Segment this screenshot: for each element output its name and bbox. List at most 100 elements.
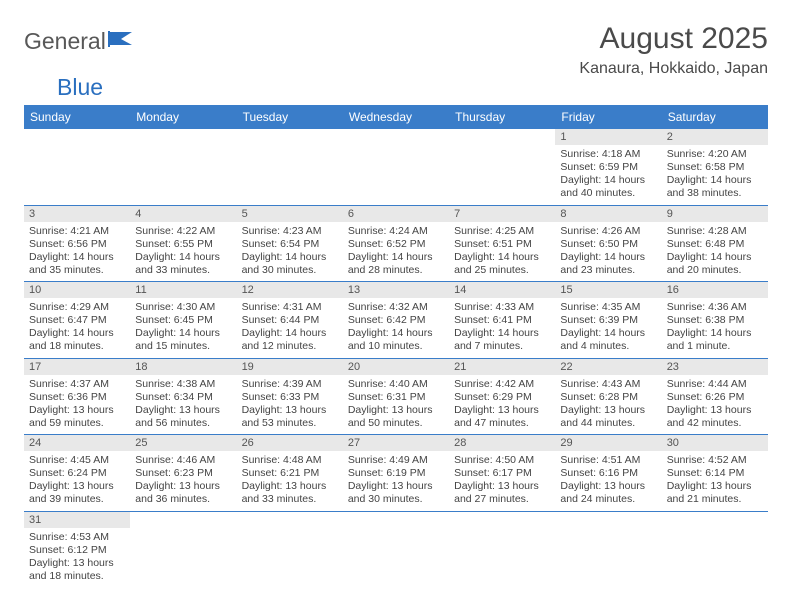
- day-header: Thursday: [449, 105, 555, 129]
- day-cell: [237, 145, 343, 205]
- sunrise-text: Sunrise: 4:22 AM: [135, 225, 231, 238]
- day-number: 19: [237, 359, 343, 375]
- sunrise-text: Sunrise: 4:46 AM: [135, 454, 231, 467]
- day-cell: Sunrise: 4:45 AMSunset: 6:24 PMDaylight:…: [24, 451, 130, 511]
- day-number: [343, 129, 449, 145]
- daylight-text: Daylight: 14 hours and 20 minutes.: [667, 251, 763, 277]
- day-cell: Sunrise: 4:36 AMSunset: 6:38 PMDaylight:…: [662, 298, 768, 358]
- day-number: 23: [662, 359, 768, 375]
- day-cell: [343, 528, 449, 588]
- daylight-text: Daylight: 13 hours and 21 minutes.: [667, 480, 763, 506]
- sunrise-text: Sunrise: 4:43 AM: [560, 378, 656, 391]
- day-cell: Sunrise: 4:44 AMSunset: 6:26 PMDaylight:…: [662, 375, 768, 435]
- day-cell: Sunrise: 4:42 AMSunset: 6:29 PMDaylight:…: [449, 375, 555, 435]
- logo: General: [24, 28, 134, 55]
- day-cell: Sunrise: 4:35 AMSunset: 6:39 PMDaylight:…: [555, 298, 661, 358]
- day-number: [555, 512, 661, 528]
- day-header: Saturday: [662, 105, 768, 129]
- day-number: 18: [130, 359, 236, 375]
- sunset-text: Sunset: 6:34 PM: [135, 391, 231, 404]
- sunset-text: Sunset: 6:17 PM: [454, 467, 550, 480]
- day-cell: Sunrise: 4:33 AMSunset: 6:41 PMDaylight:…: [449, 298, 555, 358]
- day-cell: [449, 528, 555, 588]
- daylight-text: Daylight: 13 hours and 42 minutes.: [667, 404, 763, 430]
- sunset-text: Sunset: 6:21 PM: [242, 467, 338, 480]
- sunset-text: Sunset: 6:36 PM: [29, 391, 125, 404]
- sunrise-text: Sunrise: 4:29 AM: [29, 301, 125, 314]
- sunrise-text: Sunrise: 4:18 AM: [560, 148, 656, 161]
- day-cell: Sunrise: 4:40 AMSunset: 6:31 PMDaylight:…: [343, 375, 449, 435]
- day-number: 17: [24, 359, 130, 375]
- daylight-text: Daylight: 14 hours and 4 minutes.: [560, 327, 656, 353]
- day-cell: Sunrise: 4:26 AMSunset: 6:50 PMDaylight:…: [555, 222, 661, 282]
- day-number: 7: [449, 206, 555, 222]
- day-number: [449, 512, 555, 528]
- sunrise-text: Sunrise: 4:35 AM: [560, 301, 656, 314]
- day-cell: Sunrise: 4:32 AMSunset: 6:42 PMDaylight:…: [343, 298, 449, 358]
- day-cell: [130, 145, 236, 205]
- sunset-text: Sunset: 6:54 PM: [242, 238, 338, 251]
- day-number: 28: [449, 435, 555, 451]
- week-row: Sunrise: 4:21 AMSunset: 6:56 PMDaylight:…: [24, 222, 768, 283]
- sunset-text: Sunset: 6:39 PM: [560, 314, 656, 327]
- day-number: 27: [343, 435, 449, 451]
- day-cell: Sunrise: 4:50 AMSunset: 6:17 PMDaylight:…: [449, 451, 555, 511]
- day-number: [237, 129, 343, 145]
- daylight-text: Daylight: 13 hours and 18 minutes.: [29, 557, 125, 583]
- day-number: [449, 129, 555, 145]
- day-cell: Sunrise: 4:53 AMSunset: 6:12 PMDaylight:…: [24, 528, 130, 588]
- header: General August 2025 Kanaura, Hokkaido, J…: [24, 22, 768, 78]
- title-block: August 2025 Kanaura, Hokkaido, Japan: [579, 22, 768, 78]
- sunrise-text: Sunrise: 4:48 AM: [242, 454, 338, 467]
- day-number: 10: [24, 282, 130, 298]
- sunset-text: Sunset: 6:29 PM: [454, 391, 550, 404]
- day-cell: Sunrise: 4:48 AMSunset: 6:21 PMDaylight:…: [237, 451, 343, 511]
- day-number: [130, 129, 236, 145]
- sunrise-text: Sunrise: 4:45 AM: [29, 454, 125, 467]
- sunrise-text: Sunrise: 4:36 AM: [667, 301, 763, 314]
- sunrise-text: Sunrise: 4:31 AM: [242, 301, 338, 314]
- sunrise-text: Sunrise: 4:52 AM: [667, 454, 763, 467]
- sunrise-text: Sunrise: 4:28 AM: [667, 225, 763, 238]
- day-cell: Sunrise: 4:18 AMSunset: 6:59 PMDaylight:…: [555, 145, 661, 205]
- day-header: Tuesday: [237, 105, 343, 129]
- day-cell: Sunrise: 4:51 AMSunset: 6:16 PMDaylight:…: [555, 451, 661, 511]
- day-number: 30: [662, 435, 768, 451]
- sunset-text: Sunset: 6:55 PM: [135, 238, 231, 251]
- daylight-text: Daylight: 14 hours and 33 minutes.: [135, 251, 231, 277]
- day-header: Monday: [130, 105, 236, 129]
- daylight-text: Daylight: 14 hours and 35 minutes.: [29, 251, 125, 277]
- daylight-text: Daylight: 14 hours and 18 minutes.: [29, 327, 125, 353]
- day-number: 11: [130, 282, 236, 298]
- sunset-text: Sunset: 6:12 PM: [29, 544, 125, 557]
- day-number-row: 17181920212223: [24, 359, 768, 375]
- sunrise-text: Sunrise: 4:49 AM: [348, 454, 444, 467]
- day-number-row: 3456789: [24, 206, 768, 222]
- day-header-row: SundayMondayTuesdayWednesdayThursdayFrid…: [24, 105, 768, 129]
- week-row: Sunrise: 4:53 AMSunset: 6:12 PMDaylight:…: [24, 528, 768, 588]
- day-cell: [130, 528, 236, 588]
- day-cell: Sunrise: 4:30 AMSunset: 6:45 PMDaylight:…: [130, 298, 236, 358]
- sunrise-text: Sunrise: 4:25 AM: [454, 225, 550, 238]
- daylight-text: Daylight: 13 hours and 47 minutes.: [454, 404, 550, 430]
- daylight-text: Daylight: 14 hours and 38 minutes.: [667, 174, 763, 200]
- daylight-text: Daylight: 14 hours and 30 minutes.: [242, 251, 338, 277]
- sunrise-text: Sunrise: 4:32 AM: [348, 301, 444, 314]
- day-cell: [555, 528, 661, 588]
- sunrise-text: Sunrise: 4:40 AM: [348, 378, 444, 391]
- sunrise-text: Sunrise: 4:39 AM: [242, 378, 338, 391]
- day-cell: [343, 145, 449, 205]
- daylight-text: Daylight: 13 hours and 39 minutes.: [29, 480, 125, 506]
- sunset-text: Sunset: 6:41 PM: [454, 314, 550, 327]
- logo-text-blue: Blue: [57, 74, 792, 101]
- sunset-text: Sunset: 6:42 PM: [348, 314, 444, 327]
- day-number: 3: [24, 206, 130, 222]
- day-cell: [24, 145, 130, 205]
- day-cell: Sunrise: 4:37 AMSunset: 6:36 PMDaylight:…: [24, 375, 130, 435]
- sunrise-text: Sunrise: 4:24 AM: [348, 225, 444, 238]
- day-cell: [662, 528, 768, 588]
- day-number: 21: [449, 359, 555, 375]
- sunset-text: Sunset: 6:16 PM: [560, 467, 656, 480]
- sunset-text: Sunset: 6:23 PM: [135, 467, 231, 480]
- day-number: 26: [237, 435, 343, 451]
